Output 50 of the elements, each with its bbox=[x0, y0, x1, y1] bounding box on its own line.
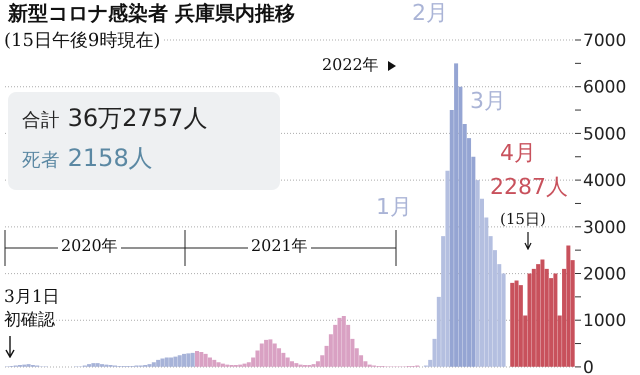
annotation: 初確認 bbox=[4, 310, 55, 330]
bar bbox=[342, 316, 346, 367]
annotation: 2022年 bbox=[322, 55, 379, 74]
bar bbox=[173, 356, 178, 367]
bar bbox=[152, 362, 156, 367]
bar bbox=[164, 358, 169, 367]
chart-title: 新型コロナ感染者 兵庫県内推移 bbox=[8, 0, 295, 27]
bar bbox=[268, 339, 272, 367]
annotation: (15日) bbox=[500, 210, 546, 228]
text: 2月 bbox=[412, 1, 448, 26]
bar bbox=[169, 358, 174, 367]
bar bbox=[476, 180, 480, 367]
bar bbox=[553, 274, 558, 367]
bar bbox=[186, 353, 190, 367]
bar bbox=[178, 355, 182, 367]
annotation: 死者 2158人 bbox=[22, 144, 153, 172]
annotation: 2287人 bbox=[490, 175, 568, 200]
annotation: 2020年 bbox=[58, 236, 121, 255]
bar bbox=[272, 344, 277, 367]
bar bbox=[204, 354, 208, 367]
bar bbox=[156, 360, 160, 367]
bar bbox=[199, 352, 204, 367]
annotation: 3月1日 bbox=[4, 287, 60, 307]
bar bbox=[264, 340, 268, 367]
y-tick-label: 5000 bbox=[583, 124, 626, 144]
annotation: 2021年 bbox=[248, 236, 311, 255]
chart-subtitle: (15日午後9時現在) bbox=[4, 28, 164, 52]
bar bbox=[454, 63, 458, 367]
y-tick-label: 2000 bbox=[583, 264, 626, 285]
y-tick-label: 1000 bbox=[583, 311, 626, 332]
annotation: 3月 bbox=[470, 89, 506, 114]
bar bbox=[220, 364, 225, 367]
annotation: 合計 36万2757人 bbox=[22, 104, 208, 132]
bar bbox=[212, 360, 216, 367]
annotation: 1月 bbox=[376, 195, 412, 220]
bar bbox=[96, 363, 100, 367]
bar bbox=[445, 170, 450, 367]
y-tick-label: 0 bbox=[583, 358, 594, 375]
bar bbox=[260, 344, 264, 367]
y-tick-label: 6000 bbox=[583, 78, 626, 98]
bar bbox=[510, 282, 514, 367]
bar bbox=[216, 362, 221, 367]
y-tick-label: 4000 bbox=[583, 171, 626, 192]
bar bbox=[91, 363, 96, 367]
y-tick-label: 3000 bbox=[583, 218, 626, 238]
bar bbox=[566, 245, 570, 367]
annotation: 4月 bbox=[500, 141, 536, 166]
y-tick-label: 7000 bbox=[583, 31, 626, 52]
bar bbox=[190, 352, 195, 367]
bar bbox=[294, 363, 298, 367]
